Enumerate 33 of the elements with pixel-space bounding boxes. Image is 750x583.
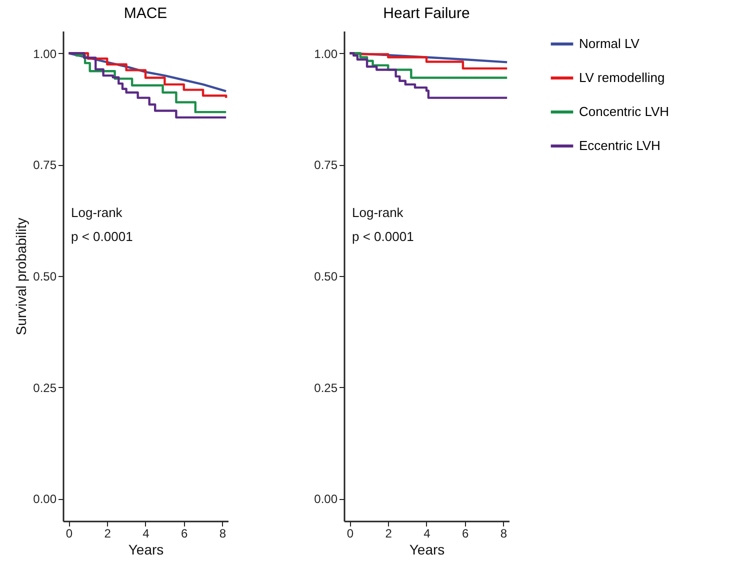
y-tick-label: 0.50 [33,270,57,284]
x-axis-title: Years [128,542,164,558]
x-tick-label: 6 [181,526,188,540]
chart-title: Heart Failure [383,5,470,22]
y-tick-label: 0.25 [33,380,57,395]
y-tick-label: 0.00 [314,492,338,506]
y-tick-label: 0.75 [33,158,57,172]
legend-label: Eccentric LVH [579,138,660,153]
y-tick-label: 1.00 [33,46,57,61]
legend-label: Normal LV [579,36,640,51]
y-tick-label: 0.25 [314,380,338,395]
x-tick-label: 2 [104,526,112,540]
y-tick-label: 1.00 [314,46,338,61]
x-tick-label: 2 [385,526,392,540]
y-tick-label: 0.75 [314,158,338,172]
y-axis-title: Survival probability [13,218,30,336]
annotation: Log-rank [352,205,404,220]
legend-label: Concentric LVH [579,104,670,119]
chart-title: MACE [124,5,168,22]
x-tick-label: 6 [462,526,470,540]
x-tick-label: 0 [66,526,73,540]
annotation: Log-rank [71,205,123,220]
x-tick-label: 8 [219,526,226,540]
legend-label: LV remodelling [579,70,665,85]
y-tick-label: 0.00 [33,492,57,506]
x-tick-label: 4 [424,526,431,540]
x-tick-label: 4 [142,526,150,540]
y-tick-label: 0.50 [314,270,338,284]
x-tick-label: 0 [346,526,354,540]
x-axis-title: Years [409,542,445,558]
annotation: p < 0.0001 [71,229,133,244]
annotation: p < 0.0001 [352,229,414,244]
x-tick-label: 8 [500,526,508,540]
